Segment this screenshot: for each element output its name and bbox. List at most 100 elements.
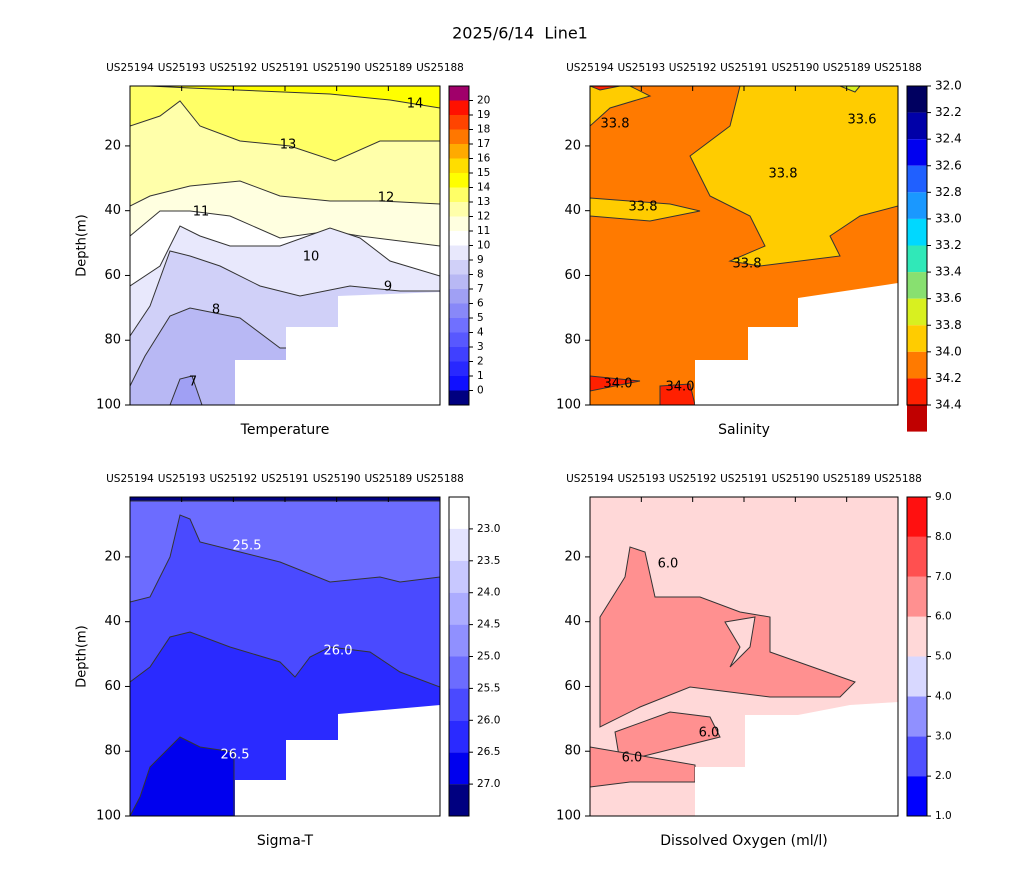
- y-tick-label: 20: [564, 549, 581, 564]
- contour-label: 12: [378, 191, 395, 206]
- contour-label: 33.8: [601, 117, 630, 132]
- colorbar-tick-label: 12: [477, 211, 490, 223]
- y-tick-label: 60: [564, 679, 581, 694]
- contour-label: 13: [280, 138, 297, 153]
- contour-field: [130, 86, 440, 405]
- colorbar-level: [907, 576, 927, 617]
- contour-label: 6.0: [622, 751, 643, 766]
- colorbar-tick-label: 14: [477, 182, 491, 194]
- colorbar-tick-label: 8: [477, 269, 484, 281]
- contour-label: 10: [303, 250, 320, 265]
- panel-title: Dissolved Oxygen (ml/l): [660, 833, 827, 849]
- contour-label: 33.8: [629, 200, 658, 215]
- colorbar-tick-label: 15: [477, 167, 490, 179]
- station-label: US25188: [874, 473, 922, 485]
- colorbar-level: [907, 192, 927, 219]
- y-tick-label: 100: [96, 398, 121, 413]
- colorbar-level: [449, 216, 469, 231]
- colorbar-level: [907, 656, 927, 697]
- contour-field: [590, 86, 898, 405]
- station-label: US25194: [106, 62, 154, 74]
- colorbar-tick-label: 11: [477, 225, 490, 237]
- y-axis-label: Depth(m): [75, 625, 90, 687]
- y-tick-label: 60: [564, 268, 581, 283]
- contour-label: 33.8: [733, 257, 762, 272]
- colorbar-tick-label: 25.0: [477, 651, 500, 663]
- panel-title: Salinity: [718, 422, 770, 438]
- no-data-area: [695, 702, 898, 816]
- colorbar-level: [907, 736, 927, 777]
- colorbar-level: [907, 272, 927, 299]
- colorbar-tick-label: 10: [477, 240, 490, 252]
- colorbar-level: [449, 592, 469, 625]
- colorbar-tick-label: 17: [477, 138, 490, 150]
- colorbar-level: [449, 231, 469, 246]
- colorbar-tick-label: 9.0: [935, 491, 952, 503]
- y-tick-label: 80: [104, 744, 121, 759]
- panel-title: Temperature: [240, 422, 330, 438]
- colorbar-tick-label: 6.0: [935, 611, 952, 623]
- colorbar-tick-label: 33.6: [935, 291, 962, 305]
- station-label: US25190: [771, 62, 819, 74]
- colorbar-tick-label: 23.0: [477, 523, 500, 535]
- y-tick-label: 20: [104, 138, 121, 153]
- contour-region: [590, 86, 621, 91]
- station-label: US25192: [669, 473, 717, 485]
- colorbar-tick-label: 4.0: [935, 690, 952, 702]
- y-tick-label: 40: [564, 203, 581, 218]
- station-label: US25191: [261, 62, 309, 74]
- colorbar-tick-label: 8.0: [935, 531, 952, 543]
- station-label: US25191: [720, 62, 768, 74]
- colorbar-tick-label: 16: [477, 153, 491, 165]
- contour-label: 6.0: [658, 557, 679, 572]
- contour-region: [659, 383, 696, 405]
- colorbar-tick-label: 5: [477, 312, 484, 324]
- colorbar-level: [449, 202, 469, 217]
- contour-label: 14: [407, 97, 424, 112]
- contour-label: 7: [189, 375, 197, 390]
- station-label: US25189: [364, 473, 412, 485]
- contour-region: [839, 86, 861, 93]
- colorbar-level: [449, 318, 469, 333]
- colorbar-tick-label: 32.4: [935, 132, 962, 146]
- colorbar-level: [907, 325, 927, 352]
- colorbar-tick-label: 33.8: [935, 318, 962, 332]
- colorbar-level: [449, 260, 469, 275]
- colorbar-level: [449, 347, 469, 362]
- colorbar-tick-label: 3.0: [935, 730, 952, 742]
- station-label: US25193: [158, 473, 206, 485]
- colorbar-level: [907, 616, 927, 657]
- colorbar-level: [449, 173, 469, 188]
- station-label: US25192: [209, 473, 257, 485]
- colorbar-level: [449, 158, 469, 173]
- y-tick-label: 100: [556, 809, 581, 824]
- colorbar-tick-label: 1.0: [935, 810, 952, 822]
- colorbar-level: [907, 405, 927, 432]
- colorbar-level: [449, 784, 469, 816]
- contour-field: [130, 497, 440, 816]
- no-data-area: [695, 283, 898, 405]
- colorbar-tick-label: 19: [477, 109, 490, 121]
- colorbar-level: [449, 390, 469, 405]
- colorbar-level: [907, 696, 927, 737]
- colorbar-level: [907, 497, 927, 537]
- colorbar-level: [449, 289, 469, 304]
- station-label: US25188: [416, 473, 464, 485]
- panel-title: Sigma-T: [257, 833, 314, 849]
- colorbar-level: [449, 129, 469, 144]
- station-label: US25189: [823, 473, 871, 485]
- y-tick-label: 20: [104, 549, 121, 564]
- colorbar-level: [449, 332, 469, 347]
- station-label: US25190: [313, 62, 361, 74]
- colorbar-level: [907, 378, 927, 405]
- colorbar-tick-label: 5.0: [935, 651, 952, 663]
- no-data-area: [235, 292, 440, 405]
- contour-label: 34.0: [666, 380, 695, 395]
- colorbar-tick-label: 24.5: [477, 619, 500, 631]
- colorbar-tick-label: 26.5: [477, 746, 500, 758]
- colorbar-level: [907, 165, 927, 193]
- colorbar-tick-label: 9: [477, 254, 484, 266]
- station-label: US25191: [720, 473, 768, 485]
- contour-label: 34.0: [604, 377, 633, 392]
